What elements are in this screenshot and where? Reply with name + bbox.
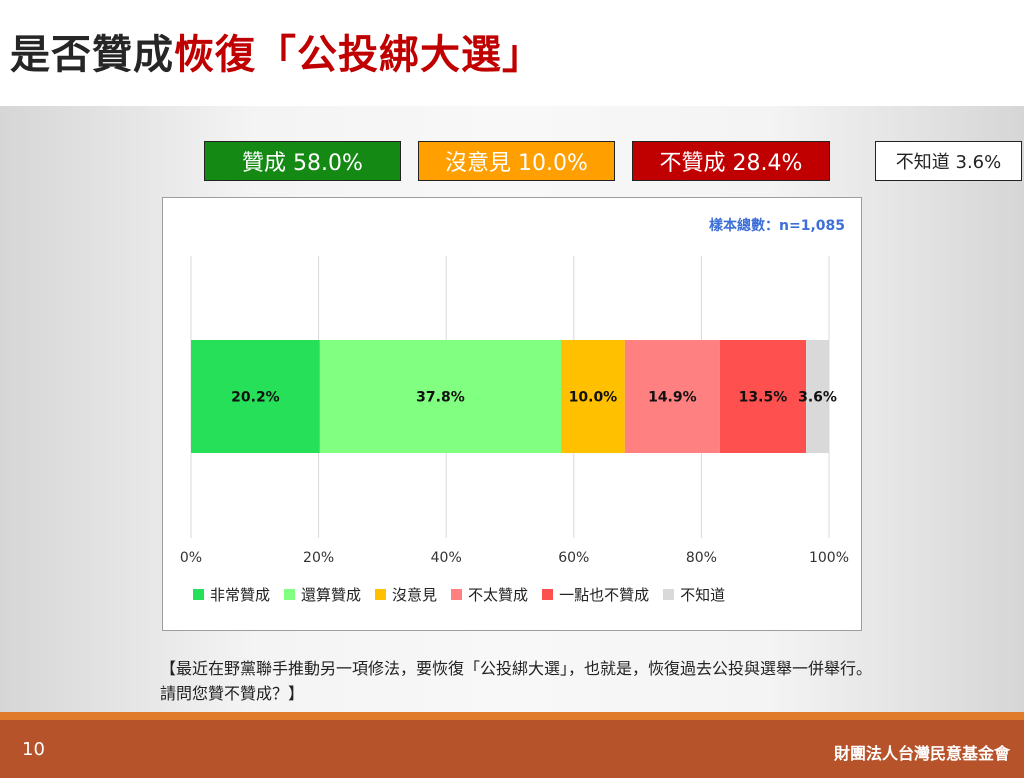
- legend-label: 非常贊成: [210, 586, 271, 604]
- legend-swatch: [193, 589, 204, 600]
- x-tick-label: 0%: [180, 550, 202, 566]
- organization-name: 財團法人台灣民意基金會: [833, 744, 1010, 763]
- title-part1: 是否贊成: [10, 32, 174, 78]
- summary-agree-box: 贊成 58.0%: [204, 141, 401, 181]
- legend-item: 沒意見: [375, 584, 437, 605]
- legend-swatch: [542, 589, 554, 600]
- legend-item: 不太贊成: [451, 584, 528, 605]
- x-tick-label: 20%: [303, 550, 334, 566]
- summary-disagree-box: 不贊成 28.4%: [632, 141, 830, 181]
- data-label: 14.9%: [648, 390, 697, 406]
- page-number: 10: [22, 739, 45, 760]
- data-label: 37.8%: [416, 390, 465, 406]
- x-tick-label: 60%: [558, 550, 589, 566]
- footer-bar: 10 財團法人台灣民意基金會: [0, 712, 1024, 778]
- legend-label: 一點也不贊成: [559, 586, 650, 604]
- legend-swatch: [375, 589, 387, 600]
- slide-title: 是否贊成恢復「公投綁大選」: [10, 22, 543, 80]
- chart-legend: 非常贊成 還算贊成 沒意見 不太贊成 一點也不贊成 不知道: [193, 584, 725, 605]
- x-tick-label: 80%: [686, 550, 717, 566]
- legend-item: 還算贊成: [284, 584, 361, 605]
- legend-swatch: [451, 589, 463, 600]
- legend-item: 不知道: [663, 584, 725, 605]
- data-label: 3.6%: [798, 390, 837, 406]
- stacked-bar-chart: 0% 20% 40% 60% 80% 100% 20.2% 37.8% 10.0% 14.9% 13…: [180, 256, 849, 566]
- data-label: 10.0%: [569, 390, 618, 406]
- chart-panel: 樣本總數：n=1,085 0% 20% 40% 60% 80% 100% 20.2% 37.8…: [162, 197, 862, 631]
- bar-segment: [624, 340, 720, 453]
- title-bar: 是否贊成恢復「公投綁大選」: [0, 0, 1024, 106]
- legend-item: 一點也不贊成: [542, 584, 649, 605]
- legend-label: 還算贊成: [301, 586, 362, 604]
- data-label: 13.5%: [739, 390, 788, 406]
- legend-label: 沒意見: [392, 586, 438, 604]
- x-tick-label: 40%: [431, 550, 462, 566]
- bar-segment: [719, 340, 807, 453]
- title-highlight: 恢復「公投綁大選」: [174, 32, 543, 78]
- survey-question-note: 【最近在野黨聯手推動另一項修法，要恢復「公投綁大選」，也就是，恢復過去公投與選舉…: [160, 659, 873, 703]
- legend-label: 不知道: [680, 586, 726, 604]
- x-tick-label: 100%: [809, 550, 849, 566]
- legend-swatch: [284, 589, 296, 600]
- bar-segment: [191, 340, 320, 453]
- legend-label: 不太贊成: [468, 586, 529, 604]
- summary-unknown-box: 不知道 3.6%: [875, 141, 1022, 181]
- summary-neutral-box: 沒意見 10.0%: [418, 141, 615, 181]
- data-label: 20.2%: [231, 390, 280, 406]
- sample-size-label: 樣本總數：n=1,085: [709, 218, 845, 234]
- bar-segment: [319, 340, 562, 453]
- bar-segment: [806, 340, 829, 453]
- legend-swatch: [663, 589, 675, 600]
- legend-item: 非常贊成: [193, 584, 270, 605]
- bar-segment: [561, 340, 625, 453]
